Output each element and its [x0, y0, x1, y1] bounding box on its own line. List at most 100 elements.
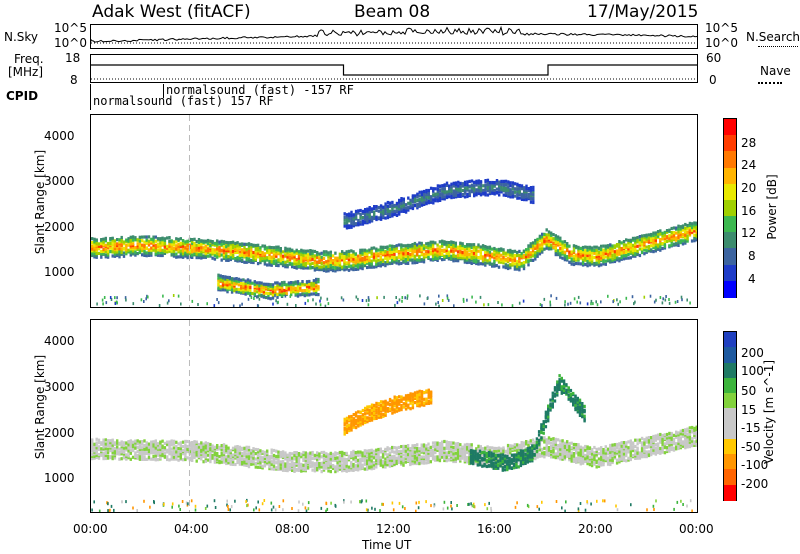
- power-cell: [529, 188, 533, 192]
- power-cell: [161, 250, 164, 254]
- velocity-cell: [170, 450, 173, 454]
- power-cell: [375, 262, 378, 267]
- velocity-ytick-1000: 1000: [44, 471, 75, 485]
- power-cell: [427, 188, 430, 193]
- power-cell: [481, 259, 485, 263]
- power-cell: [629, 238, 632, 242]
- power-cell: [690, 224, 694, 228]
- freq-panel: [90, 54, 698, 83]
- power-cell: [267, 291, 270, 295]
- power-cell: [534, 254, 537, 258]
- velocity-cell: [486, 448, 489, 452]
- power-cell: [404, 210, 408, 214]
- power-cell: [665, 239, 669, 243]
- velocity-cell: [118, 457, 121, 461]
- power-cell: [143, 235, 146, 239]
- velocity-cell: [388, 454, 392, 458]
- power-cell: [613, 246, 617, 250]
- power-cell: [695, 221, 697, 225]
- velocity-cell: [422, 455, 426, 459]
- power-cell: [200, 244, 203, 248]
- velocity-cell: [300, 469, 303, 473]
- velocity-cell: [352, 464, 355, 468]
- velocity-cell: [106, 454, 110, 458]
- velocity-cell: [279, 455, 282, 459]
- velocity-cell: [231, 460, 235, 464]
- power-cell: [261, 251, 264, 255]
- power-cell: [441, 244, 444, 248]
- power-cell: [347, 262, 351, 266]
- power-cell: [325, 269, 328, 273]
- power-cell: [260, 293, 263, 297]
- power-cell: [568, 244, 571, 248]
- velocity-cell: [459, 447, 462, 451]
- velocity-cell: [281, 453, 285, 457]
- power-cell: [620, 254, 623, 258]
- power-cell: [316, 253, 319, 257]
- velocity-cell: [404, 455, 407, 459]
- velocity-cell: [445, 442, 448, 447]
- velocity-cell: [325, 452, 328, 456]
- velocity-cell: [506, 446, 510, 451]
- power-cell: [220, 248, 223, 252]
- power-cell: [368, 256, 371, 260]
- velocity-cell: [318, 461, 321, 466]
- power-cell: [325, 262, 328, 266]
- power-cell: [484, 191, 487, 195]
- power-cell: [195, 252, 198, 256]
- power-cell: [225, 240, 228, 245]
- power-cell: [267, 282, 270, 286]
- power-cell: [238, 253, 242, 257]
- power-cell: [416, 258, 419, 262]
- power-cell: [150, 251, 153, 255]
- power-cell: [559, 239, 562, 243]
- power-cell: [556, 249, 560, 253]
- power-noise-cell: [114, 302, 117, 305]
- velocity-cell: [102, 457, 105, 461]
- power-cell: [420, 252, 423, 256]
- power-cell: [366, 219, 369, 223]
- power-cell: [468, 243, 471, 247]
- power-cell: [493, 182, 496, 186]
- velocity-cell: [247, 465, 251, 469]
- power-cell: [284, 251, 287, 255]
- velocity-cell: [222, 451, 226, 455]
- power-cell: [206, 249, 210, 253]
- power-cell: [486, 248, 489, 252]
- velocity-cell: [277, 466, 280, 470]
- power-cell: [618, 249, 621, 253]
- power-noise-cell: [146, 294, 148, 298]
- velocity-cell: [386, 463, 389, 467]
- velocity-cell: [377, 447, 380, 452]
- power-cell: [456, 253, 460, 257]
- power-cell: [423, 202, 426, 206]
- velocity-cell: [500, 449, 503, 453]
- velocity-cell: [284, 462, 287, 466]
- velocity-cell: [247, 456, 251, 460]
- power-cbar-tick-4: 4: [748, 272, 756, 286]
- velocity-cell: [159, 451, 162, 455]
- freq-tick-low: 8: [70, 73, 78, 87]
- power-cell: [262, 282, 266, 286]
- velocity-cell: [252, 459, 255, 463]
- power-cell: [297, 256, 301, 260]
- velocity-cell: [125, 448, 128, 452]
- power-cell: [245, 253, 248, 257]
- velocity-cell: [297, 468, 301, 472]
- power-noise-cell: [406, 294, 409, 298]
- power-noise-cell: [145, 297, 147, 301]
- power-cell: [661, 237, 664, 241]
- velocity-cell: [95, 453, 98, 457]
- velocity-cell: [291, 463, 294, 467]
- velocity-cell: [336, 461, 339, 465]
- power-cell: [554, 240, 557, 244]
- velocity-cell: [381, 450, 385, 454]
- power-cell: [226, 275, 229, 279]
- velocity-cell: [436, 455, 439, 459]
- velocity-cell: [566, 442, 569, 446]
- velocity-cell: [397, 451, 401, 455]
- power-cell: [504, 266, 507, 270]
- velocity-cell: [527, 442, 530, 447]
- power-cell: [606, 251, 610, 255]
- power-cell: [236, 241, 239, 245]
